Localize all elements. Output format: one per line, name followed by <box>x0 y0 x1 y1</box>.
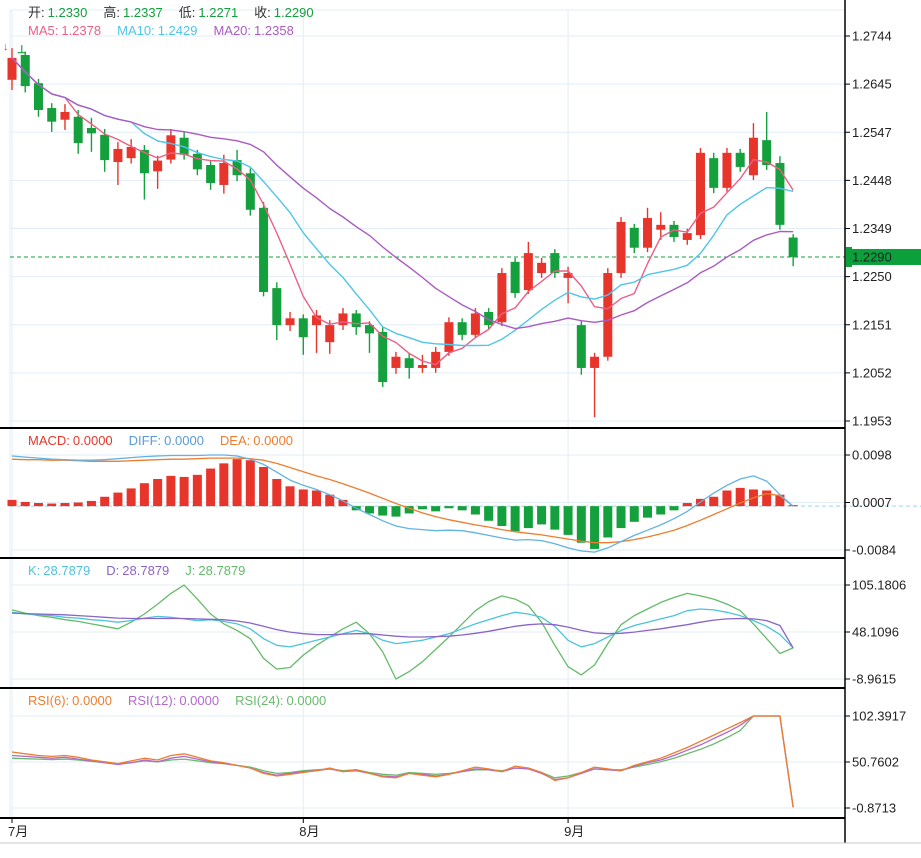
rsi12-readout: RSI(12): 0.0000 <box>128 693 219 708</box>
macd-label: MACD: <box>28 433 70 448</box>
down-arrow-marker: ↓ <box>3 41 9 53</box>
ma5-value: 1.2378 <box>61 23 102 38</box>
high-value: 1.2337 <box>123 5 163 20</box>
svg-text:8月: 8月 <box>299 824 319 839</box>
price-axis: 1.2744 1.2645 1.2547 1.2448 1.2349 1.2250 1.21… <box>845 29 906 816</box>
svg-text:50.7602: 50.7602 <box>852 755 899 770</box>
grid-layer <box>9 9 845 818</box>
open-label: 开: <box>28 5 45 20</box>
ma5-line <box>11 57 794 366</box>
rsi12-label: RSI(12): <box>127 693 177 708</box>
open-readout: 开: 1.2330 <box>28 5 87 20</box>
svg-text:1.2250: 1.2250 <box>852 269 892 284</box>
bottom-marker: ⊥ <box>17 44 27 56</box>
j-line <box>11 584 794 680</box>
low-label: 低: <box>178 5 196 20</box>
svg-text:1.2448: 1.2448 <box>852 173 892 188</box>
svg-text:48.1096: 48.1096 <box>852 625 899 640</box>
ma5-readout: MA5: 1.2378 <box>28 23 101 38</box>
rsi24-line <box>11 715 794 808</box>
svg-text:1.2547: 1.2547 <box>852 125 892 140</box>
macd-value: 0.0000 <box>72 433 113 448</box>
svg-text:-8.9615: -8.9615 <box>852 672 896 687</box>
rsi6-label: RSI(6): <box>28 693 70 708</box>
low-value: 1.2271 <box>198 5 239 20</box>
svg-text:0.0007: 0.0007 <box>852 495 892 510</box>
rsi6-line <box>11 715 794 808</box>
macd-header: MACD: 0.0000 DIFF: 0.0000 DEA: 0.0000 <box>28 433 293 448</box>
rsi6-readout: RSI(6): 0.0000 <box>28 693 112 708</box>
j-value: 28.7879 <box>198 563 246 578</box>
time-axis: 7月 8月 9月 <box>8 824 584 839</box>
kdj-header: K: 28.7879 D: 28.7879 J: 28.7879 <box>28 563 245 578</box>
ma5-label: MA5: <box>28 23 59 38</box>
ma20-readout: MA20: 1.2358 <box>213 23 293 38</box>
macd-readout: MACD: 0.0000 <box>28 433 113 448</box>
j-label: J: <box>185 563 196 578</box>
k-line <box>11 608 794 649</box>
low-readout: 低: 1.2271 <box>179 5 238 20</box>
svg-text:9月: 9月 <box>564 824 584 839</box>
dea-label: DEA: <box>219 433 251 448</box>
svg-text:102.3917: 102.3917 <box>852 709 906 724</box>
svg-text:1.2290: 1.2290 <box>852 249 892 264</box>
ohlc-header: 开: 1.2330 高: 1.2337 低: 1.2271 收: 1.2290 <box>28 5 314 20</box>
rsi24-readout: RSI(24): 0.0000 <box>235 693 326 708</box>
svg-text:1.2349: 1.2349 <box>852 221 892 236</box>
open-value: 1.2330 <box>47 5 88 20</box>
rsi24-label: RSI(24): <box>235 693 284 708</box>
svg-text:7月: 7月 <box>8 824 28 839</box>
diff-line <box>11 454 794 553</box>
svg-text:-0.8713: -0.8713 <box>852 801 896 816</box>
ma20-value: 1.2358 <box>254 23 294 38</box>
close-readout: 收: 1.2290 <box>254 5 313 20</box>
rsi12-value: 0.0000 <box>179 693 220 708</box>
d-value: 28.7879 <box>122 563 170 578</box>
svg-text:1.2645: 1.2645 <box>852 77 892 92</box>
close-label: 收: <box>254 5 271 20</box>
svg-text:1.2052: 1.2052 <box>852 365 892 380</box>
k-label: K: <box>28 563 41 578</box>
svg-text:-0.0084: -0.0084 <box>852 543 896 558</box>
j-readout: J: 28.7879 <box>185 563 245 578</box>
ma10-line <box>11 57 794 347</box>
current-price-badge: 1.2290 <box>845 246 921 267</box>
high-label: 高: <box>103 5 121 20</box>
rsi24-value: 0.0000 <box>286 693 327 708</box>
ma10-readout: MA10: 1.2429 <box>117 23 197 38</box>
d-label: D: <box>106 563 120 578</box>
svg-text:1.2744: 1.2744 <box>852 29 892 44</box>
svg-text:1.2151: 1.2151 <box>852 317 892 332</box>
d-readout: D: 28.7879 <box>106 563 169 578</box>
d-line <box>11 612 794 649</box>
ma10-label: MA10: <box>117 23 155 38</box>
macd-hist-layer <box>7 459 798 549</box>
rsi6-value: 0.0000 <box>72 693 112 708</box>
dea-readout: DEA: 0.0000 <box>220 433 293 448</box>
rsi-header: RSI(6): 0.0000 RSI(12): 0.0000 RSI(24): 0.0… <box>28 693 326 708</box>
k-value: 28.7879 <box>43 563 91 578</box>
dea-line <box>11 457 794 544</box>
close-value: 1.2290 <box>273 5 314 20</box>
candles-layer <box>7 48 798 418</box>
high-readout: 高: 1.2337 <box>103 5 162 20</box>
ma20-label: MA20: <box>213 23 252 38</box>
diff-label: DIFF: <box>128 433 162 448</box>
ma20-line <box>11 57 794 330</box>
svg-text:1.1953: 1.1953 <box>852 414 892 429</box>
ma10-value: 1.2429 <box>157 23 198 38</box>
diff-readout: DIFF: 0.0000 <box>129 433 204 448</box>
diff-value: 0.0000 <box>164 433 204 448</box>
svg-text:105.1806: 105.1806 <box>852 578 906 593</box>
dea-value: 0.0000 <box>253 433 294 448</box>
k-readout: K: 28.7879 <box>28 563 90 578</box>
svg-text:0.0098: 0.0098 <box>852 448 892 463</box>
ma-header: MA5: 1.2378 MA10: 1.2429 MA20: 1.2358 <box>28 23 294 38</box>
